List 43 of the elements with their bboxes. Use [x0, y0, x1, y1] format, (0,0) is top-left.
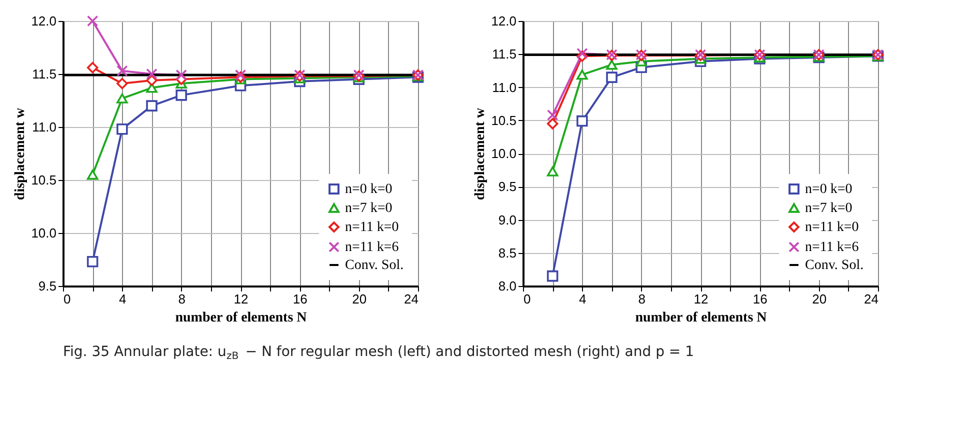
legend-label: Conv. Sol.: [345, 258, 404, 273]
legend-label: n=0 k=0: [805, 182, 852, 197]
legend-label: n=7 k=0: [805, 201, 852, 216]
y-tick-label: 11.5: [492, 46, 516, 62]
x-tick-label: 8: [178, 292, 186, 306]
x-tick-label: 20: [352, 292, 367, 306]
legend-label: n=11 k=6: [805, 240, 859, 255]
y-tick-label: 8.5: [498, 245, 516, 260]
y-tick-label: 10.5: [31, 172, 56, 188]
legend-label: n=0 k=0: [345, 182, 392, 197]
x-tick-label: 24: [864, 292, 878, 306]
x-axis-title: number of elements N: [635, 310, 767, 326]
y-tick-label: 10.0: [491, 146, 516, 161]
x-tick-label: 12: [694, 292, 708, 306]
x-axis-title: number of elements N: [175, 310, 307, 326]
legend-label: n=11 k=0: [805, 220, 859, 235]
x-tick-label: 8: [638, 292, 646, 306]
y-tick-label: 9.5: [498, 179, 516, 194]
y-tick-label: 12.0: [491, 14, 516, 28]
x-tick-label: 4: [119, 292, 126, 306]
y-tick-label: 11.0: [492, 80, 516, 95]
legend-label: n=11 k=6: [345, 240, 399, 255]
x-tick-label: 0: [524, 292, 531, 306]
y-tick-label: 11.0: [32, 120, 56, 134]
x-tick-label: 0: [64, 292, 71, 306]
y-tick-label: 12.0: [31, 14, 56, 28]
legend-label: Conv. Sol.: [805, 258, 864, 273]
y-axis-title: displacement w: [473, 107, 488, 200]
y-tick-label: 10.5: [491, 112, 516, 128]
y-tick-label: 9.0: [498, 212, 516, 228]
y-axis-title: displacement w: [13, 107, 28, 200]
y-tick-label: 10.0: [31, 226, 56, 240]
y-tick-label: 9.5: [38, 278, 56, 294]
x-tick-label: 4: [579, 292, 586, 306]
x-tick-label: 24: [404, 292, 418, 306]
x-tick-label: 12: [234, 292, 248, 306]
x-tick-label: 20: [812, 292, 827, 306]
y-tick-label: 11.5: [32, 66, 56, 82]
legend-label: n=7 k=0: [345, 201, 392, 216]
legend-label: n=11 k=0: [345, 220, 399, 235]
x-tick-label: 16: [292, 292, 308, 306]
x-tick-label: 16: [752, 292, 768, 306]
y-tick-label: 8.0: [498, 278, 516, 294]
